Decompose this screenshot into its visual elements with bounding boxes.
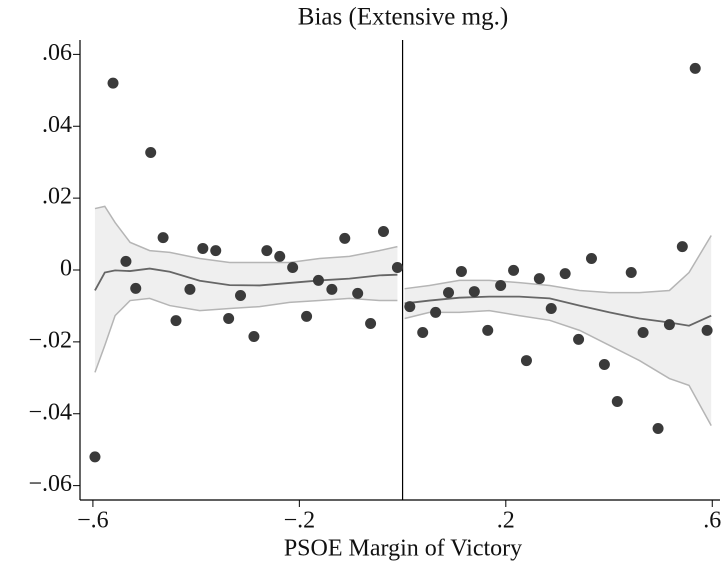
point [585,253,597,264]
x-tick-label: .2 [497,508,515,534]
point [339,232,351,244]
y-tick-label: −.02 [28,327,72,353]
point [261,245,273,257]
point [417,327,429,339]
point [611,396,623,408]
y-tick-label: −.04 [28,399,72,425]
fit-line [94,267,398,291]
x-tick-label: .6 [703,508,721,534]
point [676,241,688,253]
point [443,287,455,299]
x-axis-label: PSOE Margin of Victory [284,536,522,562]
point [482,324,494,336]
point [533,273,545,285]
band-edge [404,309,712,426]
point [145,146,157,158]
point [377,226,389,238]
y-tick-label: −.06 [28,471,72,497]
y-tick-label: .06 [42,40,72,66]
point [210,245,222,257]
point [663,319,675,331]
point [120,255,132,267]
point [508,264,520,276]
point [468,286,480,298]
chart-title: Bias (Extensive mg.) [298,4,508,31]
point [520,355,532,367]
point [637,327,649,339]
point [274,250,286,262]
x-tick-label: −.2 [284,508,316,534]
point [170,315,182,327]
point [365,318,377,330]
point [689,62,701,74]
point [495,279,507,291]
point [430,306,442,318]
point [455,265,467,277]
point [391,261,403,273]
confidence-band [404,235,712,426]
point [701,324,713,336]
point [235,290,247,302]
confidence-band [94,206,398,373]
point [652,422,664,434]
point [404,301,416,313]
point [301,310,313,322]
point [197,242,209,254]
point [248,330,260,342]
point [352,287,364,299]
point [598,359,610,371]
point [287,261,299,273]
point [89,451,101,463]
band-edge [404,235,712,294]
point [326,283,338,295]
band-edge [94,205,398,264]
point [107,77,119,89]
point [184,283,196,295]
y-tick-label: 0 [60,256,72,282]
band-edge [94,297,398,373]
x-tick-label: −.6 [77,508,109,534]
point [545,302,557,314]
point [312,274,324,286]
y-tick-label: .02 [42,184,72,210]
point [223,313,235,325]
point [625,267,637,279]
point [573,333,585,345]
point [130,282,142,294]
point [157,232,169,244]
point [559,268,571,280]
y-tick-label: .04 [42,112,72,138]
